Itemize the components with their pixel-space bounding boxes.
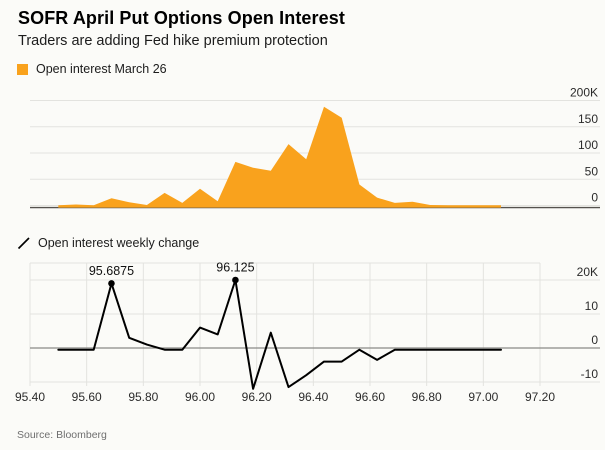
subtitle: Traders are adding Fed hike premium prot… <box>18 33 328 49</box>
y-tick-label: 0 <box>591 191 598 205</box>
page-title: SOFR April Put Options Open Interest <box>18 8 345 28</box>
x-tick-label: 96.40 <box>298 390 328 404</box>
gridlines <box>29 262 600 386</box>
annotation-dot <box>108 280 115 287</box>
x-tick-label: 95.60 <box>72 390 102 404</box>
x-tick-label: 95.80 <box>128 390 158 404</box>
x-tick-label: 96.60 <box>355 390 385 404</box>
y-tick-label: 150 <box>578 112 598 126</box>
legend-open-interest-label: Open interest March 26 <box>36 62 167 76</box>
y-tick-label: 20K <box>577 265 598 279</box>
diagonal-line-icon <box>17 236 31 250</box>
y-tick-label: 0 <box>591 333 598 347</box>
x-tick-label: 96.80 <box>412 390 442 404</box>
legend-open-interest: Open interest March 26 <box>17 62 167 76</box>
x-tick-label: 97.00 <box>468 390 498 404</box>
y-tick-label: 10 <box>585 299 599 313</box>
y-tick-label: 200K <box>570 86 598 100</box>
annotation-label: 95.6875 <box>89 264 134 278</box>
open-interest-area <box>58 106 502 208</box>
y-tick-label: -10 <box>581 367 599 381</box>
y-tick-label: 100 <box>578 138 598 152</box>
weekly-change-line <box>57 279 502 390</box>
annotation-label: 96.125 <box>216 261 254 275</box>
annotation-dot <box>232 276 239 284</box>
open-interest-area-chart: 0 50 100 150 200K <box>30 86 600 209</box>
x-tick-label: 95.40 <box>15 390 45 404</box>
legend-weekly-change: Open interest weekly change <box>17 236 199 250</box>
weekly-change-line-chart: -10 0 10 20K 95.40 95.60 95.80 96.00 96.20 96.40 9… <box>15 261 600 404</box>
source-attribution: Source: Bloomberg <box>17 429 107 441</box>
x-tick-label: 97.20 <box>525 390 555 404</box>
x-tick-label: 96.00 <box>185 390 215 404</box>
orange-square-icon <box>17 63 28 75</box>
y-tick-label: 50 <box>585 164 599 178</box>
legend-weekly-change-label: Open interest weekly change <box>38 236 200 250</box>
x-tick-label: 96.20 <box>242 390 272 404</box>
